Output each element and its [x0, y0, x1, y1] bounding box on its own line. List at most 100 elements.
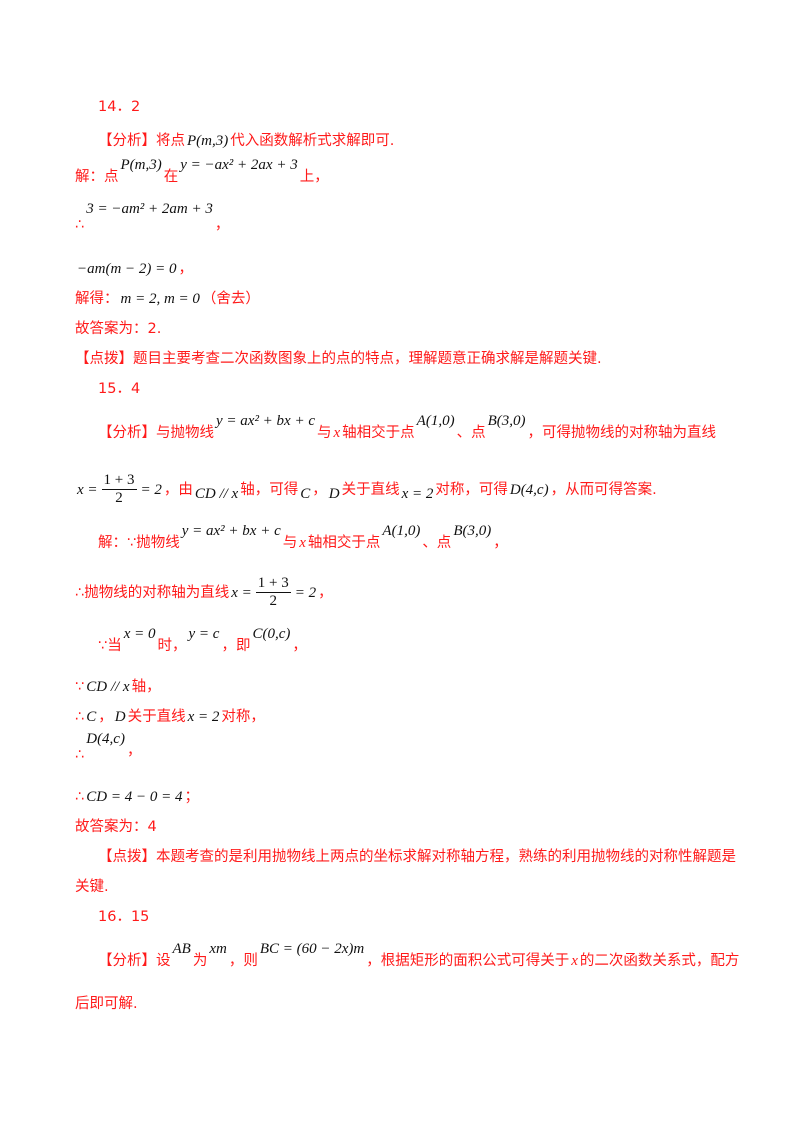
text-segment: 关于直线: [341, 481, 400, 498]
math-expression: x: [571, 953, 578, 969]
math-expression: x =: [77, 481, 98, 498]
text-segment: ，: [126, 743, 142, 759]
text-segment: ∴: [75, 747, 85, 763]
math-expression: 3 = −am² + 2am + 3: [86, 201, 213, 217]
text-segment: ，从而可得答案.: [550, 481, 657, 498]
text-segment: 、点: [422, 535, 452, 551]
math-expression: = 2: [140, 481, 162, 498]
text-segment: 与: [317, 425, 332, 441]
text-segment: 对称，可得: [435, 481, 508, 498]
math-expression: D(4,c): [86, 731, 125, 747]
text-segment: ，: [493, 535, 508, 551]
math-expression: BC = (60 − 2x)m: [259, 941, 365, 957]
text-segment: 后即可解.: [75, 996, 138, 1012]
math-expression: y = −ax² + 2ax + 3: [180, 157, 298, 173]
text-line: 【点拨】题目主要考查二次函数图象上的点的特点，理解题意正确求解是解题关键.: [75, 350, 602, 368]
text-segment: ，即: [221, 638, 251, 654]
text-segment: 轴，可得: [240, 481, 299, 498]
math-expression: −am(m − 2) = 0: [77, 261, 177, 277]
math-expression: xm: [209, 941, 227, 957]
math-expression: y = ax² + bx + c: [216, 413, 315, 429]
text-segment: ∴抛物线的对称轴为直线: [75, 584, 230, 601]
fraction-denominator: 2: [115, 490, 123, 506]
text-segment: 【点拨】题目主要考查二次函数图象上的点的特点，理解题意正确求解是解题关键.: [75, 351, 602, 367]
math-expression: y = ax² + bx + c: [181, 523, 281, 539]
text-segment: 解得：: [75, 291, 119, 307]
text-segment: ∵当: [98, 638, 122, 654]
math-expression: A(1,0): [382, 523, 421, 539]
text-line: 后即可解.: [75, 995, 138, 1013]
math-expression: B(3,0): [453, 523, 492, 539]
math-expression: x: [333, 425, 341, 441]
text-segment: 对称，: [221, 709, 265, 725]
math-expression: AB: [172, 941, 191, 957]
text-segment: ∴: [75, 217, 85, 233]
text-segment: 轴相交于点: [307, 535, 381, 551]
text-line: 解：点 P(m,3) 在 y = −ax² + 2ax + 3 上，: [75, 157, 329, 186]
text-segment: 16．15: [98, 909, 150, 925]
text-segment: ，: [312, 481, 327, 498]
math-expression: CD // x: [86, 679, 130, 695]
math-expression: CD // x: [194, 485, 239, 502]
text-line: −am(m − 2) = 0，: [75, 260, 193, 278]
text-line: 16．15: [98, 908, 149, 926]
text-segment: 与: [282, 535, 298, 551]
text-line: ∴ D(4,c)，: [75, 731, 142, 763]
text-segment: ，: [178, 261, 194, 277]
text-segment: ，: [214, 217, 230, 233]
text-segment: 故答案为：4: [75, 819, 157, 835]
math-expression: y = c: [188, 626, 220, 642]
text-line: 故答案为：4: [75, 818, 157, 836]
text-segment: 代入函数解析式求解即可.: [230, 133, 395, 149]
math-expression: B(3,0): [487, 413, 526, 429]
text-segment: ；: [184, 789, 199, 805]
math-expression: x =: [231, 584, 252, 601]
text-line: ∴ CD = 4 − 0 = 4；: [75, 788, 199, 806]
fraction-numerator: 1 + 3: [255, 575, 291, 593]
text-segment: 在: [163, 169, 179, 185]
math-expression: = 2: [294, 584, 317, 601]
text-segment: 【分析】将点: [98, 133, 185, 149]
fraction-numerator: 1 + 3: [101, 472, 137, 490]
text-line: 【分析】与抛物线 y = ax² + bx + c 与 x 轴相交于点 A(1,0) 、点 B…: [98, 413, 716, 442]
text-segment: ，根据矩形的面积公式可得关于: [366, 953, 570, 969]
text-segment: 轴，: [131, 679, 161, 695]
text-segment: 【分析】与抛物线: [98, 425, 214, 441]
math-expression: A(1,0): [416, 413, 455, 429]
text-segment: 上，: [299, 169, 329, 185]
math-expression: D(4,c): [509, 481, 549, 498]
text-segment: （舍去）: [201, 291, 260, 307]
text-segment: ，则: [228, 953, 258, 969]
text-segment: 解：∵抛物线: [98, 535, 180, 551]
text-line: 15．4: [98, 380, 140, 398]
text-line: ∵ CD // x 轴，: [75, 678, 161, 696]
text-segment: 、点: [456, 425, 486, 441]
text-segment: ，: [318, 584, 333, 601]
text-line: 故答案为：2.: [75, 320, 161, 338]
text-segment: ，由: [163, 481, 193, 498]
math-expression: x = 2: [187, 709, 220, 725]
math-expression: P(m,3): [120, 157, 162, 173]
text-segment: 故答案为：2.: [75, 321, 162, 337]
text-line: 14．2: [98, 98, 140, 116]
text-segment: 的二次函数关系式，配方: [579, 953, 740, 969]
math-expression: D: [328, 485, 340, 502]
fraction-denominator: 2: [269, 593, 278, 609]
text-line: 【分析】将点 P(m,3) 代入函数解析式求解即可.: [98, 132, 394, 150]
text-segment: 关于直线: [127, 709, 186, 725]
math-expression: CD = 4 − 0 = 4: [86, 789, 183, 805]
text-line: ∴ C， D 关于直线 x = 2 对称，: [75, 708, 265, 726]
text-segment: ∴: [75, 709, 85, 725]
text-line: 关键.: [75, 878, 109, 896]
math-expression: C: [300, 485, 311, 502]
text-segment: 时，: [157, 638, 187, 654]
math-expression: x = 0: [123, 626, 156, 642]
text-line: 解得： m = 2, m = 0 （舍去）: [75, 290, 260, 308]
text-segment: 关键.: [75, 879, 109, 895]
text-line: x = 1 + 3 2 = 2 ，由 CD // x 轴，可得 C， D 关于直线 x = 2 对称，…: [75, 472, 657, 507]
text-segment: ∵: [75, 679, 85, 695]
math-expression: C: [86, 709, 97, 725]
